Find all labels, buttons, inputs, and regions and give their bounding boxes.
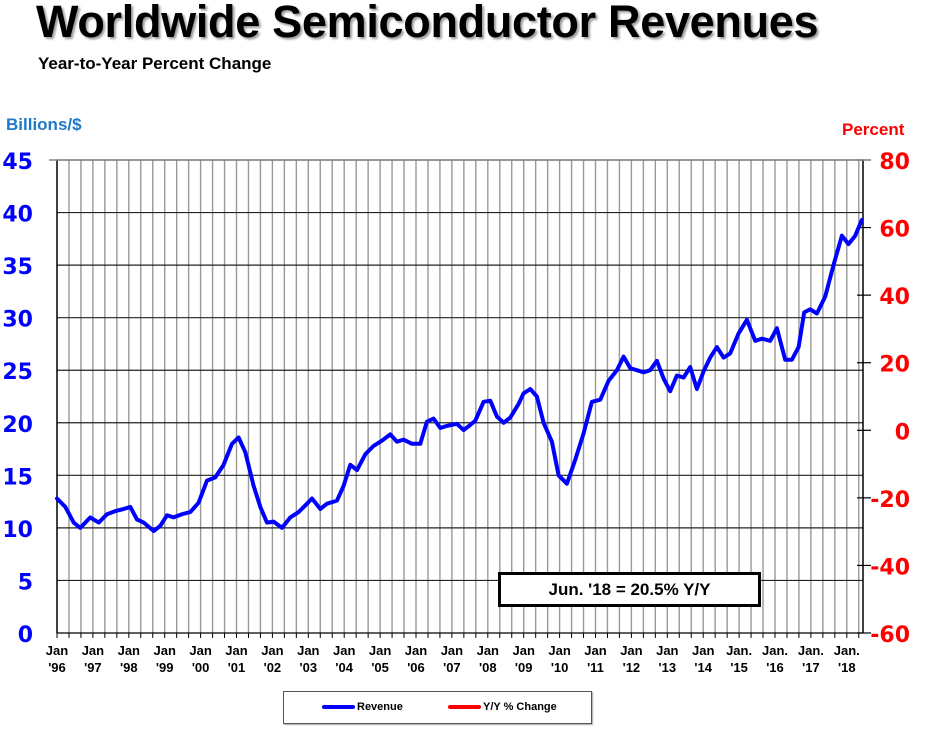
y-right-tick-label: 60 (879, 218, 910, 243)
x-tick-label-year: '00 (192, 660, 210, 675)
x-tick-label-year: '04 (335, 660, 353, 675)
x-tick-label-month: Jan (82, 643, 104, 658)
x-tick-label-month: Jan (405, 643, 427, 658)
y-left-tick-label: 25 (2, 360, 33, 385)
legend-item-revenue: Revenue (322, 701, 403, 713)
x-tick-label-month: Jan (477, 643, 499, 658)
x-tick-label-year: '13 (659, 660, 677, 675)
x-tick-label-year: '05 (371, 660, 389, 675)
x-tick-label-year: '06 (407, 660, 425, 675)
x-tick-label-month: Jan (189, 643, 211, 658)
x-tick-label-month: Jan (225, 643, 247, 658)
x-tick-label-month: Jan. (834, 643, 860, 658)
x-tick-label-year: '11 (587, 660, 604, 675)
legend-item-yy-change: Y/Y % Change (448, 701, 557, 713)
x-tick-label-month: Jan (692, 643, 714, 658)
series-line-revenue (55, 217, 864, 533)
x-tick-label-year: '10 (551, 660, 569, 675)
x-tick-label-year: '96 (48, 660, 66, 675)
x-tick-label-year: '17 (802, 660, 820, 675)
y-left-tick-label: 45 (2, 150, 33, 175)
x-tick-label-month: Jan (656, 643, 678, 658)
legend-swatch-revenue (322, 705, 355, 710)
y-right-tick-label: 0 (895, 420, 910, 445)
x-tick-label-year: '99 (156, 660, 174, 675)
x-tick-label-month: Jan (548, 643, 570, 658)
chart-subtitle: Year-to-Year Percent Change (38, 54, 272, 73)
x-tick-label-year: '07 (443, 660, 461, 675)
y-right-tick-label: -60 (870, 623, 910, 648)
x-tick-label-year: '12 (623, 660, 641, 675)
x-tick-label-month: Jan. (726, 643, 752, 658)
y-axis-left-label: Billions/$ (6, 115, 82, 134)
y-right-tick-label: 40 (879, 285, 910, 310)
y-right-tick-label: 80 (879, 150, 910, 175)
x-tick-label-month: Jan. (798, 643, 824, 658)
y-left-tick-label: 20 (2, 413, 33, 438)
y-left-tick-label: 35 (2, 255, 33, 280)
y-left-tick-label: 0 (18, 623, 33, 648)
legend-label-yy-change: Y/Y % Change (483, 701, 557, 713)
x-tick-label-month: Jan (46, 643, 68, 658)
legend-swatch-yy-change (448, 705, 481, 710)
x-tick-label-year: '01 (228, 660, 246, 675)
y-axis-right-label: Percent (842, 120, 905, 139)
y-left-tick-label: 30 (2, 308, 33, 333)
x-tick-label-year: '15 (730, 660, 748, 675)
x-tick-label-month: Jan (512, 643, 534, 658)
y-left-tick-label: 10 (2, 518, 33, 543)
x-tick-label-year: '16 (766, 660, 784, 675)
x-tick-label-month: Jan (297, 643, 319, 658)
legend-label-revenue: Revenue (357, 701, 403, 713)
x-tick-label-year: '09 (515, 660, 533, 675)
x-tick-label-year: '18 (838, 660, 856, 675)
x-tick-label-year: '98 (120, 660, 138, 675)
x-tick-label-year: '14 (694, 660, 712, 675)
x-tick-label-year: '02 (264, 660, 282, 675)
legend: Revenue Y/Y % Change (283, 691, 592, 724)
x-tick-label-month: Jan (584, 643, 606, 658)
x-tick-label-month: Jan (118, 643, 140, 658)
x-tick-label-month: Jan (261, 643, 283, 658)
x-tick-label-month: Jan (620, 643, 642, 658)
chart-title: Worldwide Semiconductor Revenues (36, 0, 819, 47)
y-left-tick-label: 15 (2, 465, 33, 490)
x-tick-label-year: '08 (479, 660, 497, 675)
x-tick-label-year: '03 (300, 660, 318, 675)
x-tick-label-month: Jan (441, 643, 463, 658)
y-right-tick-label: -40 (870, 555, 910, 580)
annotation-box: Jun. '18 = 20.5% Y/Y (498, 572, 761, 607)
x-tick-label-year: '97 (84, 660, 102, 675)
x-tick-label-month: Jan (153, 643, 175, 658)
y-right-tick-label: 20 (879, 353, 910, 378)
y-left-tick-label: 40 (2, 203, 33, 228)
y-right-tick-label: -20 (870, 488, 910, 513)
x-tick-label-month: Jan (333, 643, 355, 658)
x-tick-label-month: Jan (369, 643, 391, 658)
y-left-tick-label: 5 (18, 570, 33, 595)
x-tick-label-month: Jan. (762, 643, 788, 658)
